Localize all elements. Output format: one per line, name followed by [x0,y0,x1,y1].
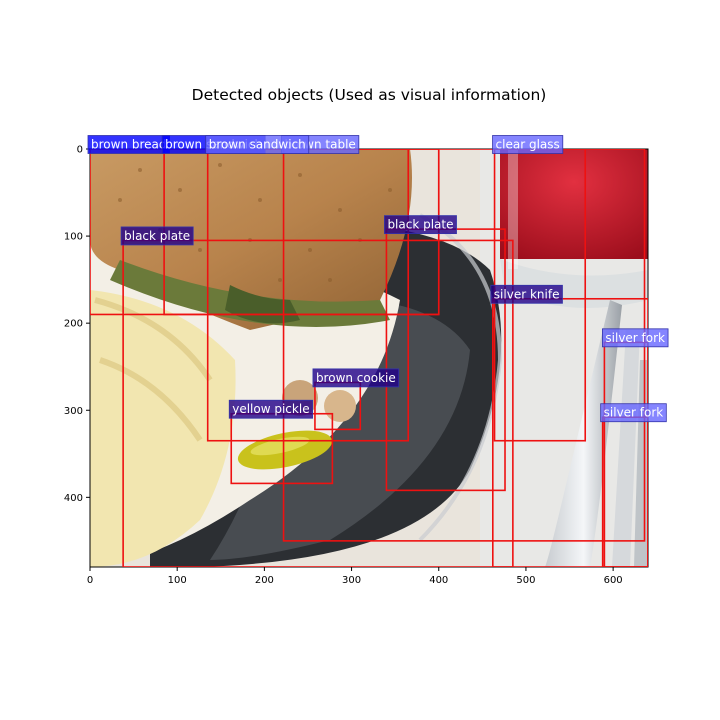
detection-label: black plate [120,226,194,246]
detection-label-background [205,135,310,154]
detection-label-text: yellow pickle [232,402,309,416]
detection-box [122,239,514,567]
x-tick-label: 300 [342,575,361,586]
detection-label-background [602,328,669,348]
detection-label: brown sandwich [205,135,310,154]
y-tick-label: 0 [77,145,83,156]
y-tick-label: 300 [64,406,83,417]
detection-box [492,297,648,567]
x-tick-label: 500 [516,575,535,586]
detection-box [206,149,410,442]
detection-label-background [600,403,667,423]
x-tick-label: 600 [604,575,623,586]
detection-label-text: silver fork [604,406,664,420]
figure-title: Detected objects (Used as visual informa… [191,86,547,104]
x-tick-label: 400 [429,575,448,586]
detection-label-background [120,226,194,246]
detection-label: brown cookie [312,368,400,388]
detection-label: silver fork [600,403,667,423]
detection-label-text: silver fork [605,331,665,345]
detection-label-background [312,368,400,388]
x-tick-label: 0 [87,575,93,586]
detection-label-text: brown sandwich [209,138,306,152]
detection-label: yellow pickle [228,399,313,419]
detection-label: brown bread [87,135,170,154]
detection-label-text: black plate [387,218,453,232]
detection-label-background [228,399,313,419]
x-tick-label: 100 [168,575,187,586]
detection-label: black plate [384,215,457,235]
detection-label-text: brown bread [91,138,167,152]
y-tick-label: 100 [64,232,83,243]
detection-label-background [492,135,564,154]
axis-ticks: 0 100 200 300 400 500 600 0 100 200 300 400 [64,145,623,587]
y-tick-label: 400 [64,493,83,504]
detection-label-text: silver knife [494,287,560,301]
detection-label-background [384,215,457,235]
detection-label: silver knife [490,284,563,304]
food-photo [90,149,648,567]
detection-label-text: brown cookie [316,371,396,385]
detection-label: clear glass [492,135,564,154]
detection-label: silver fork [602,328,669,348]
y-tick-label: 200 [64,319,83,330]
x-tick-label: 200 [255,575,274,586]
detection-label-background [490,284,563,304]
detection-label-text: black plate [124,229,190,243]
detection-label-text: clear glass [496,138,560,152]
